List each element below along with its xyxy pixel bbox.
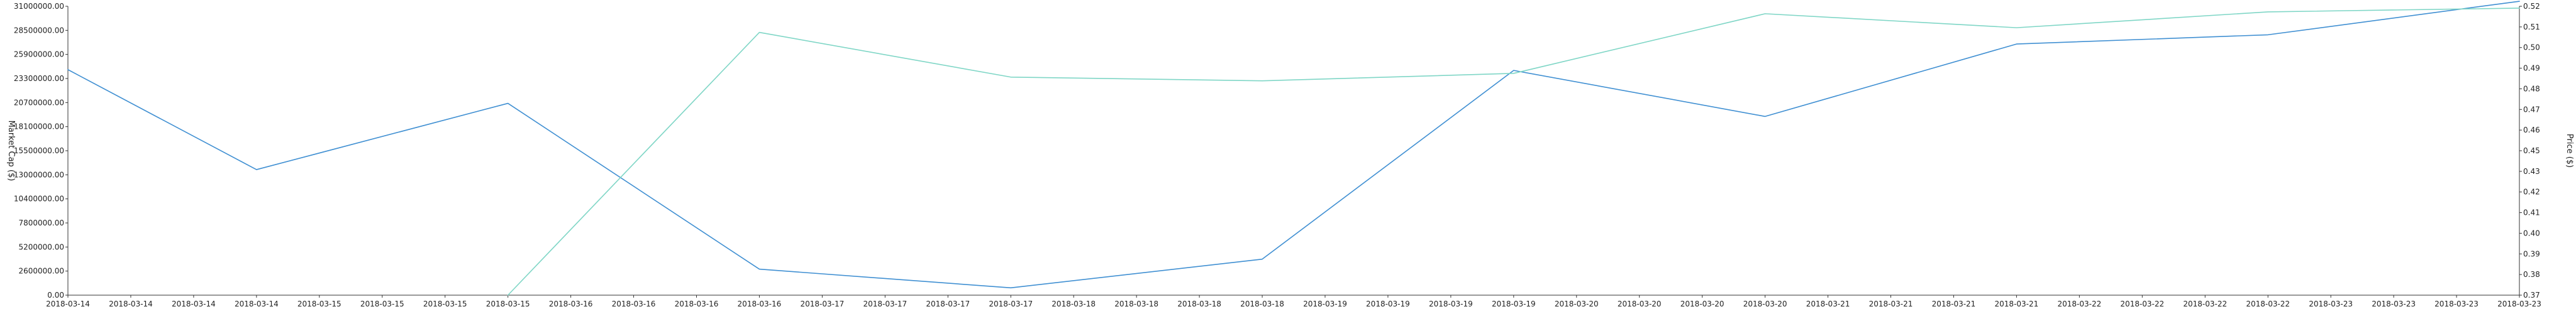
x-tick-label: 2018-03-19 — [1429, 300, 1473, 308]
x-tick-label: 2018-03-23 — [2372, 300, 2416, 308]
y-left-tick-label: 15500000.00 — [14, 146, 64, 155]
x-tick-label: 2018-03-17 — [863, 300, 907, 308]
x-tick-label: 2018-03-20 — [1555, 300, 1599, 308]
x-tick-label: 2018-03-21 — [1932, 300, 1976, 308]
x-tick-label: 2018-03-20 — [1680, 300, 1724, 308]
y-right-tick-label: 0.40 — [2523, 229, 2540, 237]
y-left-tick-label: 28500000.00 — [14, 26, 64, 35]
x-tick-label: 2018-03-16 — [612, 300, 656, 308]
y-left-tick-label: 13000000.00 — [14, 170, 64, 179]
x-tick-label: 2018-03-16 — [549, 300, 593, 308]
x-tick-label: 2018-03-22 — [2183, 300, 2227, 308]
x-tick-label: 2018-03-15 — [486, 300, 530, 308]
y-right-axis-title: Price ($) — [2565, 134, 2574, 168]
x-tick-label: 2018-03-14 — [235, 300, 279, 308]
y-right-tick-label: 0.51 — [2523, 23, 2540, 31]
x-tick-label: 2018-03-18 — [1240, 300, 1284, 308]
y-right-tick-label: 0.42 — [2523, 188, 2540, 197]
x-tick-label: 2018-03-21 — [1869, 300, 1913, 308]
series-line-1 — [67, 1, 2520, 289]
y-left-tick-label: 23300000.00 — [14, 74, 64, 83]
y-left-tick-label: 5200000.00 — [18, 242, 64, 251]
y-left-tick-label: 25900000.00 — [14, 50, 64, 59]
y-left-tick-label: 7800000.00 — [18, 219, 64, 227]
x-tick-label: 2018-03-21 — [1995, 300, 2039, 308]
x-tick-label: 2018-03-16 — [675, 300, 719, 308]
x-tick-label: 2018-03-22 — [2246, 300, 2290, 308]
y-right-tick-label: 0.46 — [2523, 126, 2540, 134]
y-right-tick-label: 0.49 — [2523, 64, 2540, 73]
y-right-tick-label: 0.39 — [2523, 249, 2540, 258]
x-tick-label: 2018-03-16 — [738, 300, 782, 308]
y-left-tick-label: 20700000.00 — [14, 98, 64, 107]
x-tick-label: 2018-03-18 — [1114, 300, 1158, 308]
y-right-tick-label: 0.37 — [2523, 291, 2540, 300]
x-tick-label: 2018-03-17 — [989, 300, 1033, 308]
x-tick-label: 2018-03-21 — [1806, 300, 1850, 308]
y-right-tick-label: 0.52 — [2523, 2, 2540, 11]
axes-group — [65, 6, 2522, 298]
x-tick-label: 2018-03-15 — [423, 300, 467, 308]
x-tick-label: 2018-03-19 — [1366, 300, 1410, 308]
x-tick-label: 2018-03-23 — [2434, 300, 2479, 308]
series-group — [67, 1, 2520, 296]
x-tick-label: 2018-03-19 — [1303, 300, 1347, 308]
y-left-tick-label: 18100000.00 — [14, 122, 64, 131]
y-right-tick-label: 0.50 — [2523, 43, 2540, 52]
y-right-tick-label: 0.45 — [2523, 146, 2540, 155]
x-tick-label: 2018-03-15 — [297, 300, 341, 308]
x-tick-label: 2018-03-14 — [46, 300, 90, 308]
series-line-2 — [507, 8, 2520, 296]
x-tick-label: 2018-03-22 — [2120, 300, 2164, 308]
x-tick-label: 2018-03-14 — [172, 300, 216, 308]
x-tick-label: 2018-03-20 — [1618, 300, 1662, 308]
y-left-tick-label: 10400000.00 — [14, 195, 64, 203]
x-tick-label: 2018-03-17 — [801, 300, 845, 308]
y-right-tick-label: 0.48 — [2523, 84, 2540, 93]
y-right-tick-label: 0.41 — [2523, 208, 2540, 217]
y-right-tick-label: 0.43 — [2523, 167, 2540, 176]
y-right-tick-label: 0.47 — [2523, 105, 2540, 114]
x-tick-label: 2018-03-22 — [2057, 300, 2101, 308]
x-tick-label: 2018-03-17 — [926, 300, 970, 308]
x-tick-label: 2018-03-14 — [109, 300, 153, 308]
y-left-axis-title: Market Cap ($) — [6, 121, 16, 181]
y-left-tick-label: 0.00 — [47, 291, 64, 300]
x-tick-label: 2018-03-18 — [1052, 300, 1096, 308]
x-tick-label: 2018-03-15 — [360, 300, 404, 308]
y-right-tick-label: 0.38 — [2523, 270, 2540, 279]
labels-group: 2018-03-14 2018-03-14 2018-03-14 2018-03-14… — [6, 2, 2574, 308]
x-tick-label: 2018-03-19 — [1492, 300, 1536, 308]
x-tick-label: 2018-03-23 — [2497, 300, 2541, 308]
x-tick-label: 2018-03-20 — [1743, 300, 1787, 308]
x-tick-label: 2018-03-18 — [1177, 300, 1221, 308]
y-left-tick-label: 31000000.00 — [14, 2, 64, 11]
x-tick-label: 2018-03-23 — [2309, 300, 2353, 308]
y-left-tick-label: 2600000.00 — [18, 267, 64, 276]
